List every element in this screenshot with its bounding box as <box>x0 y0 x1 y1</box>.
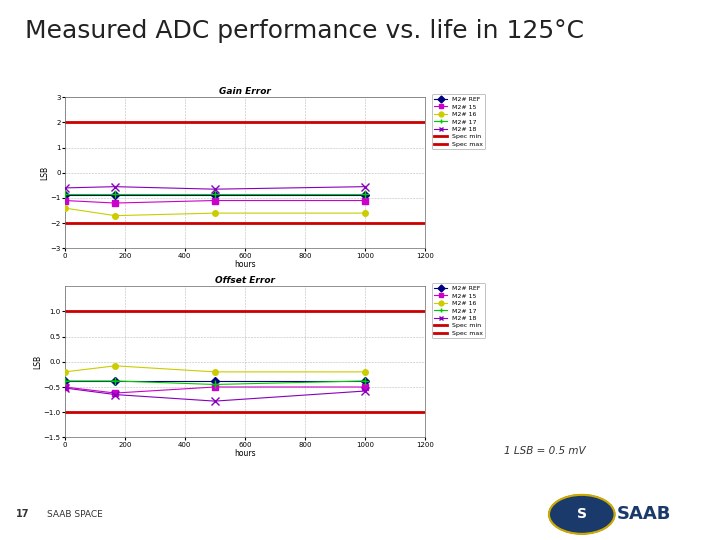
Y-axis label: LSB: LSB <box>40 166 49 180</box>
Text: SAAB SPACE: SAAB SPACE <box>47 510 102 518</box>
Title: Offset Error: Offset Error <box>215 276 275 286</box>
Y-axis label: LSB: LSB <box>33 355 42 369</box>
X-axis label: hours: hours <box>234 449 256 458</box>
Legend: M2# REF, M2# 15, M2# 16, M2# 17, M2# 18, Spec min, Spec max: M2# REF, M2# 15, M2# 16, M2# 17, M2# 18,… <box>432 94 485 150</box>
Title: Gain Error: Gain Error <box>219 87 271 97</box>
Text: 17: 17 <box>16 509 30 519</box>
Legend: M2# REF, M2# 15, M2# 16, M2# 17, M2# 18, Spec min, Spec max: M2# REF, M2# 15, M2# 16, M2# 17, M2# 18,… <box>432 283 485 339</box>
Text: S: S <box>577 508 587 521</box>
Text: SAAB: SAAB <box>617 505 672 523</box>
Text: 1 LSB = 0.5 mV: 1 LSB = 0.5 mV <box>504 446 585 456</box>
Text: Measured ADC performance vs. life in 125°C: Measured ADC performance vs. life in 125… <box>25 19 584 43</box>
X-axis label: hours: hours <box>234 260 256 269</box>
Circle shape <box>549 495 615 534</box>
